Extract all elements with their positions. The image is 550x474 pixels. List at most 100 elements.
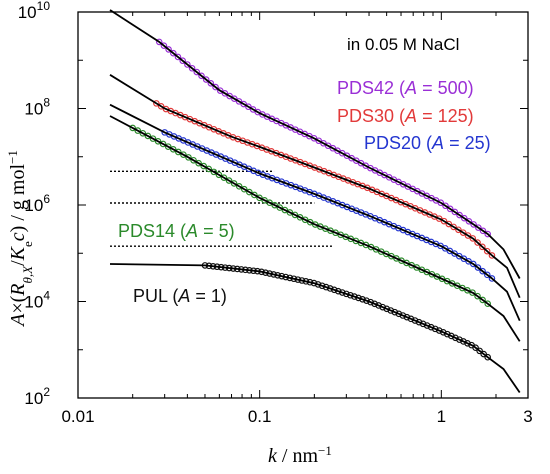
data-point (256, 194, 263, 202)
data-point (184, 61, 191, 68)
data-point (286, 209, 294, 216)
legend-series-name: PDS30 (337, 106, 394, 126)
data-point (427, 323, 435, 331)
data-point (415, 318, 423, 326)
legend-a-symbol: A (177, 286, 190, 306)
legend-a-symbol: A (404, 106, 417, 126)
data-point (170, 49, 177, 57)
data-point (235, 183, 243, 190)
x-tick-label: 0.01 (61, 407, 94, 426)
data-point (367, 298, 374, 306)
data-point (226, 92, 233, 100)
data-point (442, 202, 449, 210)
data-point (129, 124, 136, 132)
data-point (488, 252, 496, 259)
data-point (479, 267, 486, 275)
data-point (423, 322, 431, 329)
data-point (193, 68, 201, 76)
data-point (437, 199, 445, 207)
legend-a-symbol: A (431, 133, 444, 153)
data-point (160, 42, 168, 49)
data-point (450, 223, 457, 231)
chart-marks (109, 9, 521, 394)
data-point (185, 154, 192, 161)
y-axis-times: ×( (7, 295, 29, 313)
data-point (249, 106, 257, 113)
data-point (251, 191, 258, 199)
legend-equals: = (417, 106, 438, 126)
data-point (144, 132, 152, 140)
x-axis-title: k / nm−1 (268, 443, 332, 468)
legend-paren-open: ( (421, 133, 432, 153)
series-pds20 (109, 103, 521, 322)
legend-label-pul: PUL (A = 1) (133, 286, 227, 306)
legend-series-name: PUL (133, 286, 168, 306)
data-point (469, 289, 476, 296)
data-point (448, 280, 456, 287)
data-point (445, 220, 453, 228)
series-pul (109, 262, 521, 394)
data-point (470, 221, 477, 228)
legend-paren-close: ) (468, 78, 474, 98)
data-point (149, 135, 157, 142)
data-point (383, 305, 391, 313)
y-tick-label: 106 (24, 192, 50, 215)
data-point (443, 277, 451, 285)
data-point (479, 227, 487, 235)
data-point (484, 353, 491, 361)
legend-equals: = (190, 286, 211, 306)
x-tick-label: 0.1 (248, 407, 272, 426)
y-tick-label: 1010 (18, 0, 51, 22)
chart-axes: 0.01 0.1 1 3 102 104 106 108 1010 (18, 0, 533, 426)
data-point (225, 177, 233, 184)
data-point (174, 53, 182, 61)
data-point (159, 140, 167, 148)
legend-a-symbol: A (185, 221, 198, 241)
data-point (446, 205, 454, 213)
data-point (484, 300, 491, 308)
data-point (459, 284, 466, 292)
legend-paren-open: ( (394, 78, 405, 98)
x-tick-label: 3 (523, 407, 532, 426)
data-point (375, 302, 382, 309)
data-point (464, 232, 472, 239)
data-point (438, 275, 446, 283)
data-point (474, 264, 482, 271)
data-point (480, 350, 487, 358)
data-point (220, 174, 228, 181)
data-point (231, 95, 238, 102)
data-point (440, 217, 448, 225)
data-point (276, 204, 284, 211)
x-axis-unit: / nm (277, 445, 319, 467)
data-point (483, 247, 491, 255)
data-point (488, 275, 496, 282)
y-tick-label: 102 (24, 385, 50, 408)
data-point (474, 292, 481, 300)
series-pds14 (109, 115, 521, 342)
data-point (435, 327, 443, 334)
data-point (210, 168, 218, 176)
data-point (246, 188, 253, 196)
data-point (306, 218, 314, 226)
legend-label-pds42: PDS42 (A = 500) (337, 78, 474, 98)
data-point (212, 83, 219, 91)
y-tick-label: 108 (24, 96, 50, 119)
y-axis-c: c (7, 232, 29, 241)
legend-paren-open: ( (167, 286, 178, 306)
legend-paren-close: ) (468, 106, 474, 126)
y-axis-r: R (7, 283, 29, 296)
data-point (476, 347, 483, 355)
legend-equals: = (417, 78, 438, 98)
x-axis-var: k (268, 445, 278, 467)
model-curve (109, 115, 521, 342)
data-point (155, 38, 163, 46)
legend-a-value: 500 (438, 78, 468, 98)
model-curve (109, 103, 521, 322)
data-point (157, 103, 165, 110)
legend-paren-close: ) (485, 133, 491, 153)
legend-label-pds30: PDS30 (A = 125) (337, 106, 474, 126)
data-point (456, 211, 463, 219)
y-axis-title: A×(Rθ,X/Kec) / g mol−1 (5, 150, 35, 328)
data-point (139, 129, 147, 137)
